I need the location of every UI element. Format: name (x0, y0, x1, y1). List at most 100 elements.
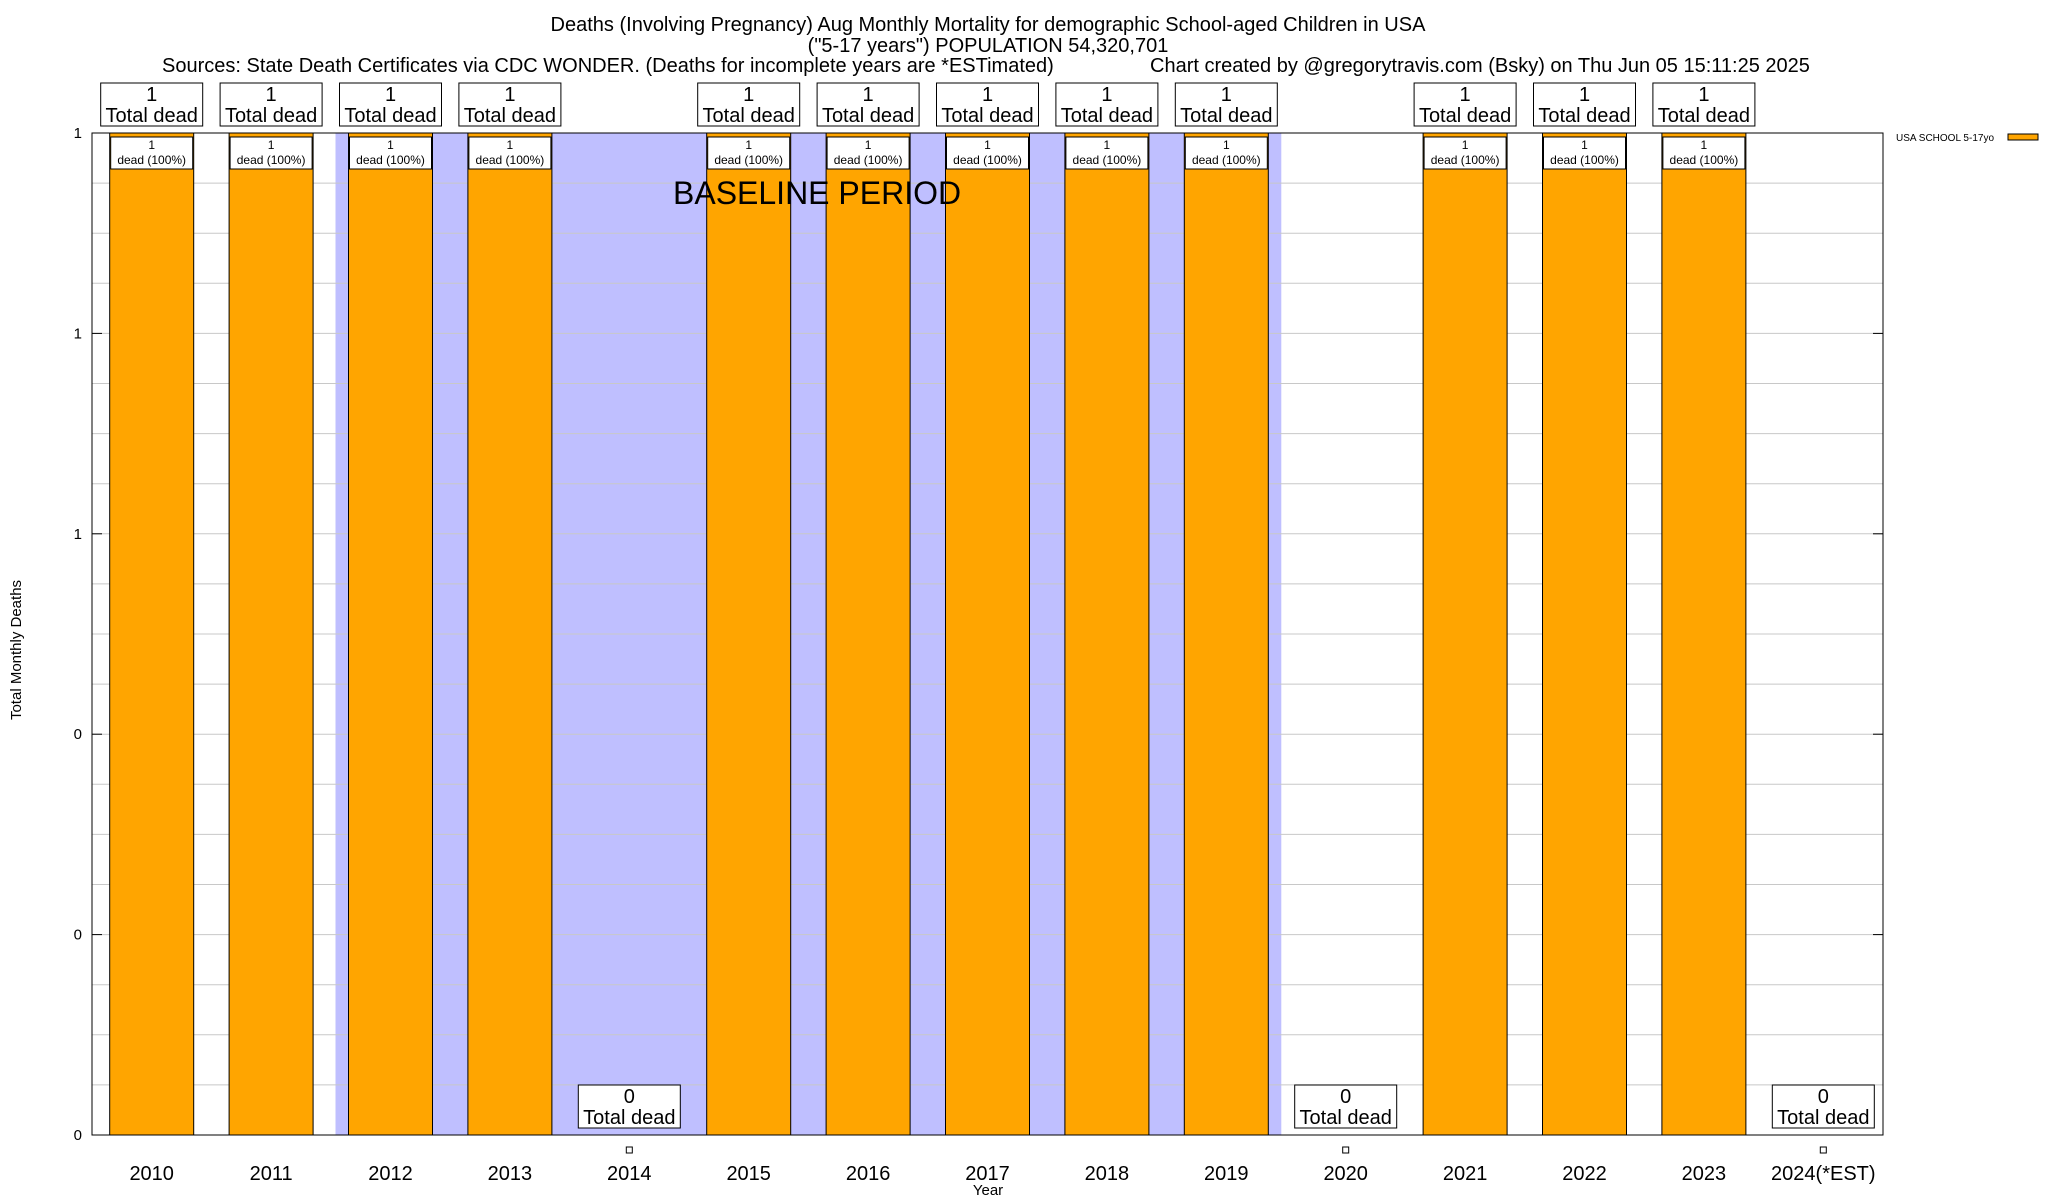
bar-2022 (1542, 132, 1627, 1136)
bar-inner-percent: dead (100%) (1192, 153, 1261, 167)
bar-inner-value: 1 (865, 138, 872, 152)
total-label-box (1174, 82, 1278, 127)
total-label-box (1413, 82, 1517, 127)
total-label-box (1533, 82, 1636, 127)
bar-inner-label-box (1065, 136, 1149, 170)
bar-inner-percent: dead (100%) (1431, 153, 1500, 167)
bar-layer (109, 132, 1827, 1154)
x-tick-label: 2016 (846, 1163, 891, 1185)
bar-inner-label-box (1662, 136, 1746, 170)
bar-inner-label-box (110, 136, 194, 170)
total-value: 1 (266, 84, 277, 106)
bar-inner-percent: dead (100%) (714, 153, 783, 167)
total-value: 1 (1221, 84, 1232, 106)
total-label-box (577, 1084, 681, 1129)
bar-inner-value: 1 (984, 138, 991, 152)
total-suffix: Total dead (1777, 1107, 1869, 1129)
total-suffix: Total dead (583, 1107, 675, 1129)
bar-inner-label-box (946, 136, 1029, 170)
chart-credit: Chart created by @gregorytravis.com (Bsk… (1150, 55, 1810, 77)
x-tick-label: 2018 (1085, 1163, 1130, 1185)
x-tick-label: 2017 (965, 1163, 1010, 1185)
total-suffix: Total dead (703, 105, 795, 127)
total-suffix: Total dead (225, 105, 317, 127)
bar-inner-percent: dead (100%) (476, 153, 545, 167)
bar-2010 (109, 132, 195, 1136)
y-tick-label: 1 (74, 325, 82, 342)
chart-sources: Sources: State Death Certificates via CD… (162, 55, 1054, 77)
x-tick-label: 2022 (1562, 1163, 1607, 1185)
total-suffix: Total dead (1300, 1107, 1392, 1129)
y-tick-label: 0 (74, 726, 82, 743)
bar-2011 (228, 132, 314, 1136)
bar-inner-percent: dead (100%) (834, 153, 903, 167)
bar-inner-label-box (826, 136, 910, 170)
bar-inner-label-box (468, 136, 552, 170)
plot-frame (91, 132, 1884, 1136)
total-label-box (1294, 1084, 1398, 1129)
total-label-box (1771, 1084, 1875, 1129)
bar-2018 (1064, 132, 1150, 1136)
bar-inner-value: 1 (1462, 138, 1469, 152)
total-label-box (936, 82, 1039, 127)
bar-2023 (1661, 132, 1747, 1136)
y-tick-label: 0 (74, 927, 82, 944)
zero-marker-2024(*EST) (1819, 1146, 1827, 1154)
zero-marker-2020 (1342, 1146, 1350, 1154)
total-label-box (697, 82, 801, 127)
total-suffix: Total dead (1658, 105, 1750, 127)
total-value: 1 (982, 84, 993, 106)
total-suffix: Total dead (106, 105, 198, 127)
total-label-box (100, 82, 204, 127)
total-label-box (219, 82, 323, 127)
x-tick-label: 2019 (1204, 1163, 1249, 1185)
x-axis-title: Year (973, 1182, 1003, 1199)
bar-inner-label-box (707, 136, 791, 170)
bar-inner-label-box (1543, 136, 1626, 170)
x-tick-label: 2021 (1443, 1163, 1488, 1185)
bar-inner-percent: dead (100%) (953, 153, 1022, 167)
y-tick-label: 0 (74, 1127, 82, 1144)
bar-inner-value: 1 (268, 138, 275, 152)
zero-marker-2014 (625, 1146, 633, 1154)
bar-inner-label-box (349, 136, 432, 170)
x-tick-label: 2023 (1682, 1163, 1727, 1185)
bar-inner-value: 1 (1223, 138, 1230, 152)
x-tick-label: 2011 (250, 1163, 293, 1185)
total-value: 1 (743, 84, 754, 106)
bar-inner-value: 1 (387, 138, 394, 152)
y-tick-layer: 0 0 0 1 1 1 (74, 125, 1883, 1144)
total-value: 1 (146, 84, 157, 106)
x-tick-label: 2020 (1323, 1163, 1368, 1185)
total-label-box (1652, 82, 1756, 127)
bar-inner-percent: dead (100%) (1670, 153, 1739, 167)
bar-2012 (348, 132, 433, 1136)
chart-title-line-2: ("5-17 years") POPULATION 54,320,701 (808, 35, 1169, 57)
total-value: 1 (504, 84, 515, 106)
bar-inner-value: 1 (1701, 138, 1708, 152)
bar-2015 (706, 132, 792, 1136)
bar-2019 (1183, 132, 1269, 1136)
bar-inner-percent: dead (100%) (1073, 153, 1142, 167)
bar-inner-value: 1 (745, 138, 752, 152)
chart-title-line-1: Deaths (Involving Pregnancy) Aug Monthly… (551, 14, 1427, 36)
total-suffix: Total dead (464, 105, 556, 127)
bar-inner-percent: dead (100%) (237, 153, 306, 167)
legend: USA SCHOOL 5-17yo (1896, 133, 2039, 144)
total-suffix: Total dead (1180, 105, 1272, 127)
bar-inner-label-box (1184, 136, 1268, 170)
bar-inner-label-box (1423, 136, 1507, 170)
y-tick-label: 1 (74, 526, 82, 543)
total-value: 1 (1698, 84, 1709, 106)
total-label-box (816, 82, 920, 127)
total-value: 1 (1101, 84, 1112, 106)
total-value: 1 (1579, 84, 1590, 106)
y-axis-title: Total Monthly Deaths (8, 580, 25, 720)
x-tick-layer: 2010 2011 2012 2013 2014 2015 2016 2017 2018 2019… (129, 1163, 1875, 1185)
total-value: 1 (1460, 84, 1471, 106)
bar-inner-label-box (229, 136, 313, 170)
bar-inner-value: 1 (148, 138, 155, 152)
bar-inner-value: 1 (507, 138, 514, 152)
